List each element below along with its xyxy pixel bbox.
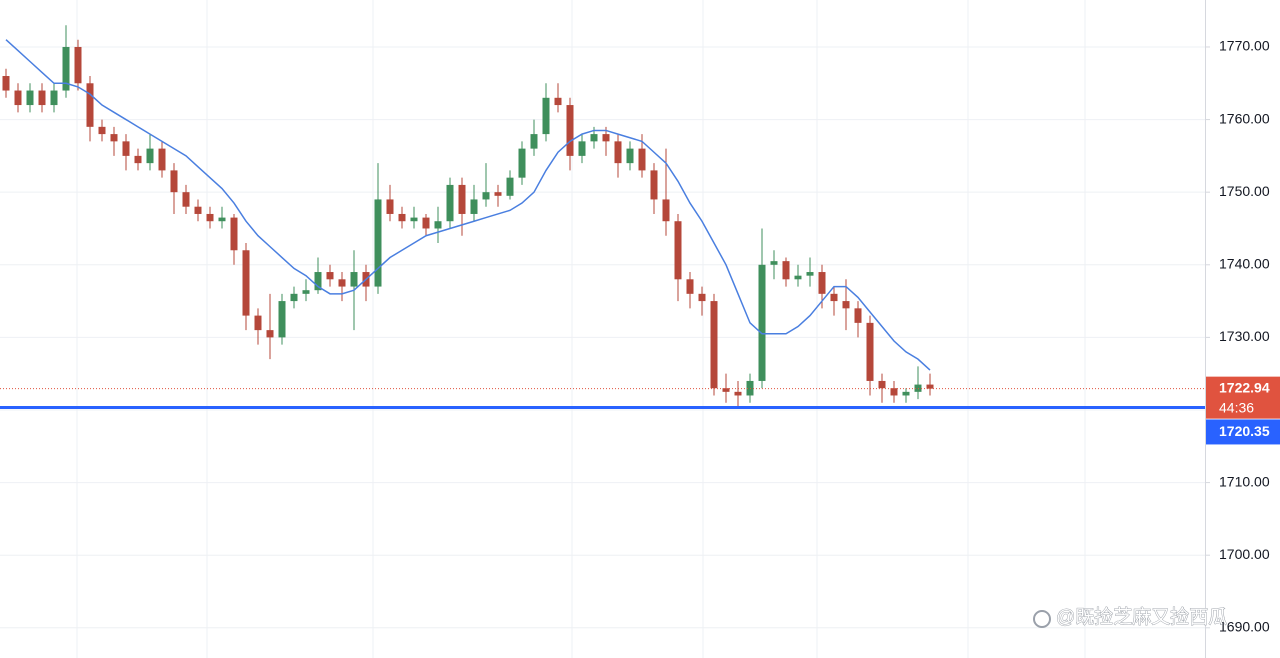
candle-body [458,184,466,214]
candle-body [902,391,910,396]
candle-body [794,275,802,280]
candle-body [590,134,598,142]
candle-body [698,293,706,302]
candle-body [770,261,778,265]
candle-body [926,384,934,389]
candle-body [410,217,418,222]
candle-body [806,272,814,276]
candle-body [542,97,550,135]
y-tick-label: 1690.00 [1219,619,1270,635]
candle-body [554,97,562,106]
candle-body [230,217,238,251]
candle-body [722,388,730,392]
candle-body [98,126,106,135]
candle-body [314,272,322,291]
candle-body [854,308,862,323]
level-price-label: 1720.35 [1219,423,1270,439]
candle-body [650,170,658,200]
last-price-label: 1722.94 [1219,379,1270,395]
candle-body [62,46,70,91]
candle-body [614,141,622,164]
y-tick-label: 1760.00 [1219,110,1270,126]
candle-body [734,391,742,396]
candle-body [866,322,874,381]
candle-body [830,293,838,302]
candle-body [302,290,310,294]
candle-body [278,301,286,338]
candle-body [506,177,514,196]
candle-body [446,184,454,222]
moving-average-line [5,39,931,371]
price-axis: 1690.001700.001710.001720.001730.001740.… [1205,38,1280,635]
candle-body [206,213,214,222]
candle-body [818,272,826,294]
countdown-label: 44:36 [1219,399,1254,415]
watermark: @既捡芝麻又捡西瓜 [1033,606,1228,628]
candle-body [566,105,574,156]
candle-body [2,76,10,91]
candle-body [782,261,790,280]
candle-body [326,272,334,280]
candle-body [878,380,886,389]
candle-body [170,170,178,193]
candle-body [386,199,394,214]
candle-body [530,134,538,149]
candle-body [602,134,610,142]
candle-body [890,388,898,396]
candle-body [266,330,274,338]
candle-body [146,148,154,164]
candle-body [338,279,346,287]
candle-body [134,155,142,164]
candle-body [638,148,646,171]
candle-body [242,250,250,316]
y-tick-label: 1730.00 [1219,328,1270,344]
candle-body [482,192,490,200]
candle-body [686,279,694,294]
candle-body [74,46,82,84]
candle-body [674,221,682,280]
candle-body [86,83,94,127]
candle-body [158,148,166,171]
candle-body [626,148,634,164]
y-tick-label: 1710.00 [1219,473,1270,489]
y-tick-label: 1770.00 [1219,38,1270,54]
candle-body [710,301,718,389]
horizontal-grid [0,46,1205,629]
plot-area [0,25,1205,409]
candle-body [50,90,58,106]
candle-body [254,315,262,331]
candle-body [110,134,118,142]
candle-body [758,264,766,381]
candle-body [398,213,406,222]
y-tick-label: 1750.00 [1219,183,1270,199]
candle-body [842,301,850,309]
candle-body [350,272,358,287]
watermark-text: @既捡芝麻又捡西瓜 [1056,606,1227,628]
candle-body [578,141,586,156]
watermark-icon [1033,610,1051,628]
candle-body [38,90,46,106]
candle-body [470,199,478,214]
candle-body [374,199,382,287]
last-price-box [1206,376,1280,419]
candle-body [662,199,670,222]
vertical-grid [76,0,1086,658]
candle-body [494,192,502,196]
y-tick-label: 1740.00 [1219,255,1270,271]
candle-body [122,141,130,156]
candle-body [218,217,226,222]
candle-body [26,90,34,106]
candle-body [434,221,442,229]
candle-body [194,206,202,214]
candle-body [14,90,22,106]
level-price-box [1206,419,1280,445]
candle-body [290,293,298,302]
y-tick-label: 1700.00 [1219,546,1270,562]
candle-body [182,192,190,207]
candle-body [422,217,430,229]
candle-body [518,148,526,178]
